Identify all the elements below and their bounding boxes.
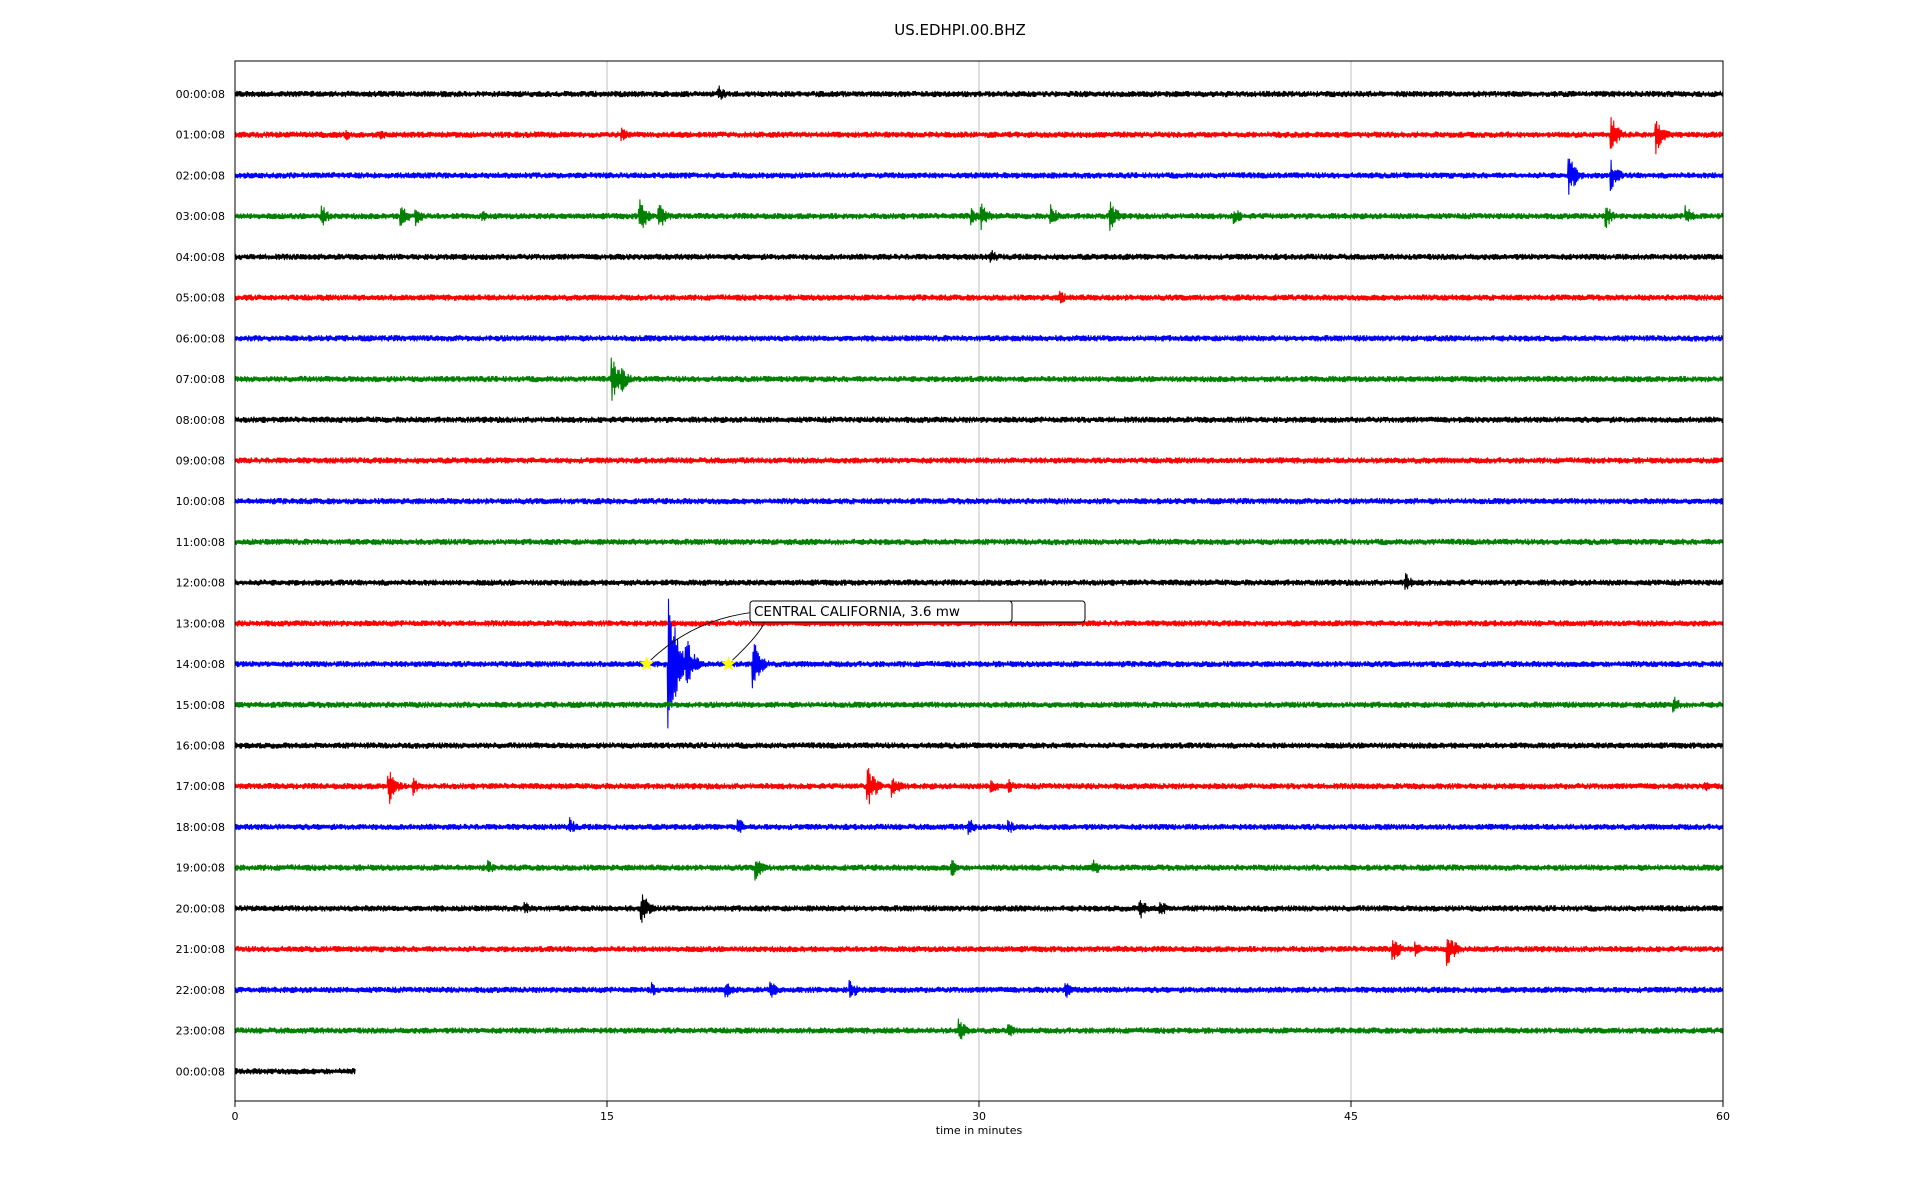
row-time-label: 02:00:08 bbox=[176, 169, 225, 182]
row-time-label: 13:00:08 bbox=[176, 617, 225, 630]
seismic-trace bbox=[234, 158, 1724, 195]
event-star-marker bbox=[720, 656, 737, 671]
row-time-label: 01:00:08 bbox=[176, 129, 225, 142]
row-time-label: 09:00:08 bbox=[176, 454, 225, 467]
chart-title: US.EDHPI.00.BHZ bbox=[894, 21, 1026, 39]
x-axis-label: time in minutes bbox=[936, 1124, 1023, 1137]
seismic-trace bbox=[234, 416, 1724, 424]
seismic-trace bbox=[234, 598, 1724, 729]
row-time-label: 22:00:08 bbox=[176, 984, 225, 997]
seismic-trace bbox=[234, 894, 1724, 923]
seismic-trace bbox=[234, 290, 1724, 304]
seismic-trace bbox=[234, 620, 1724, 627]
row-time-label: 23:00:08 bbox=[176, 1025, 225, 1038]
row-time-label: 17:00:08 bbox=[176, 780, 225, 793]
annotation-box bbox=[749, 600, 1013, 623]
x-tick-label: 15 bbox=[600, 1110, 614, 1123]
event-star-marker bbox=[639, 656, 655, 671]
row-time-label: 16:00:08 bbox=[176, 740, 225, 753]
row-time-label: 06:00:08 bbox=[176, 332, 225, 345]
annotation-label: CENTRAL CALIFORNIA, 3.6 mw bbox=[754, 604, 960, 620]
seismic-trace bbox=[234, 1018, 1724, 1040]
x-tick-label: 0 bbox=[232, 1110, 239, 1123]
row-time-label: 00:00:08 bbox=[176, 1065, 225, 1078]
row-time-label: 07:00:08 bbox=[176, 373, 225, 386]
seismic-trace bbox=[234, 457, 1724, 464]
seismic-trace bbox=[234, 538, 1724, 546]
row-time-label: 21:00:08 bbox=[176, 943, 225, 956]
row-time-label: 12:00:08 bbox=[176, 577, 225, 590]
seismic-trace bbox=[234, 199, 1724, 231]
seismic-trace bbox=[234, 767, 1724, 805]
row-time-label: 03:00:08 bbox=[176, 210, 225, 223]
seismic-trace bbox=[234, 334, 1724, 342]
seismic-trace bbox=[234, 357, 1724, 401]
row-time-label: 19:00:08 bbox=[176, 862, 225, 875]
row-time-label: 08:00:08 bbox=[176, 414, 225, 427]
x-tick-label: 30 bbox=[972, 1110, 986, 1123]
seismic-trace bbox=[234, 859, 1724, 881]
row-time-label: 04:00:08 bbox=[176, 251, 225, 264]
row-time-label: 20:00:08 bbox=[176, 902, 225, 915]
seismic-trace bbox=[234, 817, 1724, 835]
row-time-label: 15:00:08 bbox=[176, 699, 225, 712]
seismic-trace bbox=[234, 696, 1724, 713]
seismic-trace bbox=[234, 742, 1724, 749]
seismic-trace bbox=[234, 85, 1724, 100]
seismic-trace bbox=[234, 497, 1724, 505]
row-time-label: 18:00:08 bbox=[176, 821, 225, 834]
row-time-label: 10:00:08 bbox=[176, 495, 225, 508]
seismic-trace bbox=[234, 1068, 356, 1075]
row-time-label: 05:00:08 bbox=[176, 292, 225, 305]
x-tick-label: 45 bbox=[1344, 1110, 1358, 1123]
x-tick-label: 60 bbox=[1716, 1110, 1730, 1123]
row-time-label: 11:00:08 bbox=[176, 536, 225, 549]
seismic-trace bbox=[234, 117, 1724, 155]
seismic-trace bbox=[234, 250, 1724, 263]
row-time-label: 14:00:08 bbox=[176, 658, 225, 671]
row-time-label: 00:00:08 bbox=[176, 88, 225, 101]
seismic-trace bbox=[234, 979, 1724, 998]
seismic-trace bbox=[234, 573, 1724, 590]
seismic-trace bbox=[234, 939, 1724, 966]
